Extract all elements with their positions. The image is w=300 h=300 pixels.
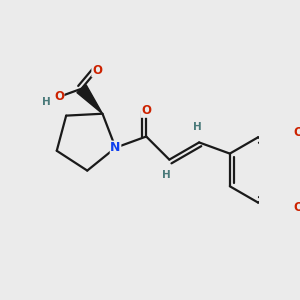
Text: O: O xyxy=(293,126,300,139)
Text: O: O xyxy=(92,64,102,77)
Text: H: H xyxy=(194,122,202,132)
Text: O: O xyxy=(54,90,64,104)
Text: O: O xyxy=(293,201,300,214)
Text: H: H xyxy=(162,170,171,180)
Text: H: H xyxy=(42,97,50,106)
Text: N: N xyxy=(110,141,121,154)
Polygon shape xyxy=(77,85,103,114)
Text: O: O xyxy=(141,104,151,117)
